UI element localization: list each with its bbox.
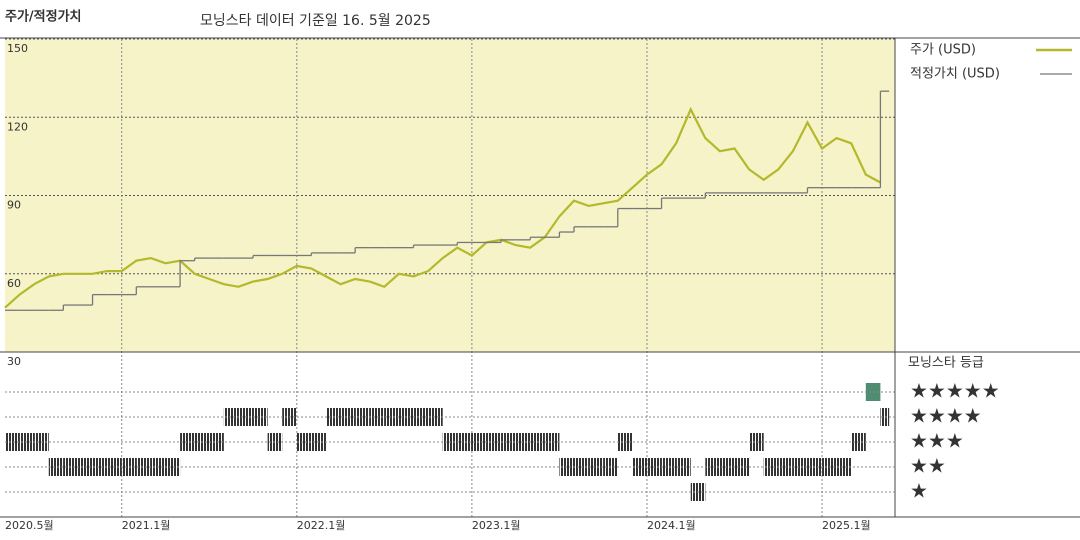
rating-level: ★★★★★: [910, 379, 1000, 403]
rating-level: ★★★★: [910, 404, 982, 428]
x-tick-label: 2024.1월: [647, 519, 696, 532]
legend-label: 적정가치 (USD): [910, 67, 1000, 82]
rating-bar: [676, 458, 691, 476]
x-tick-label: 2021.1월: [122, 519, 171, 532]
rating-bar: [165, 458, 181, 476]
rating-bar: [588, 458, 604, 476]
rating-bar: [340, 408, 356, 426]
y-tick-label: 60: [7, 277, 21, 290]
rating-bar: [48, 458, 64, 476]
x-tick-label: 2023.1월: [472, 519, 521, 532]
rating-bar: [792, 458, 808, 476]
rating-bar: [384, 408, 399, 426]
rating-bar: [719, 458, 735, 476]
rating-bar: [544, 433, 560, 451]
rating-level: ★★★: [910, 429, 964, 453]
rating-bar: [880, 408, 890, 426]
rating-level: ★★: [910, 454, 946, 478]
y-tick-label: 90: [7, 199, 21, 212]
y-tick-label: 30: [7, 355, 21, 368]
price-line: [4, 106, 881, 309]
rating-rows: [5, 391, 895, 493]
rating-bar: [428, 408, 443, 426]
rating-bar: [180, 433, 195, 451]
rating-title: 모닝스타 등급: [908, 356, 984, 371]
x-tick-label: 2025.1월: [822, 519, 871, 532]
rating-bar: [457, 433, 472, 451]
y-tick-label: 150: [7, 42, 28, 55]
legend-label: 주가 (USD): [910, 43, 976, 58]
rating-bar: [92, 458, 108, 476]
rating-bar: [223, 408, 239, 426]
rating-bar: [296, 433, 312, 451]
rating-bar: [836, 458, 852, 476]
rating-bar: [471, 433, 487, 451]
rating-bar: [749, 433, 764, 451]
rating-bar: [413, 408, 429, 426]
chart-subtitle: 모닝스타 데이터 기준일 16. 5월 2025: [200, 13, 431, 29]
rating-bar: [5, 433, 20, 451]
rating-bar: [136, 458, 151, 476]
x-tick-label: 2022.1월: [297, 519, 346, 532]
rating-level: ★: [910, 479, 928, 503]
rating-bar: [661, 458, 677, 476]
x-tick-label: 2020.5월: [5, 519, 54, 532]
y-tick-label: 120: [7, 120, 28, 133]
chart-title: 주가/적정가치: [5, 9, 82, 25]
rating-bar: [209, 433, 224, 451]
rating-bar: [501, 433, 516, 451]
rating-bar: [705, 458, 720, 476]
rating-bar: [253, 408, 268, 426]
rating-bar: [632, 458, 647, 476]
